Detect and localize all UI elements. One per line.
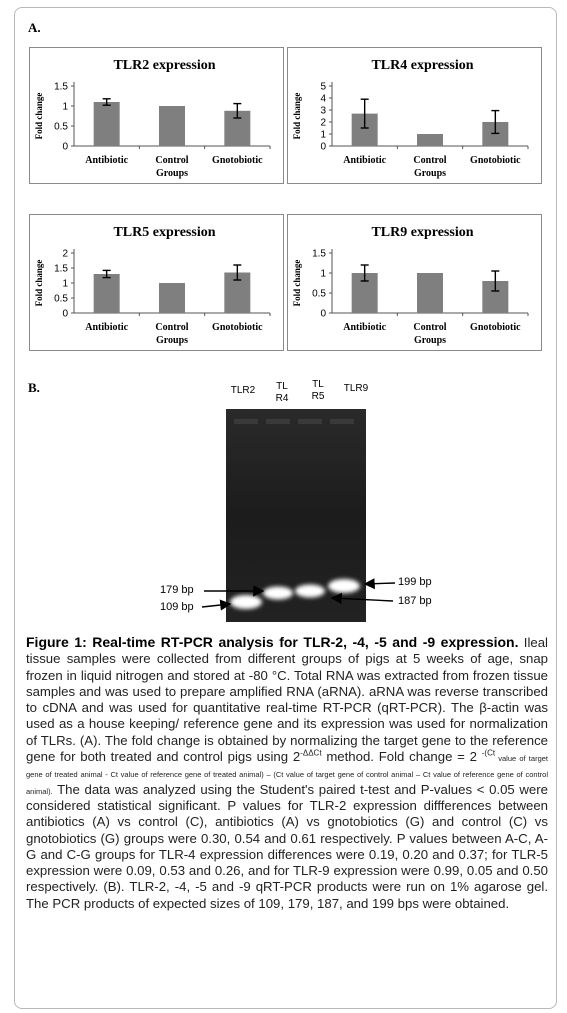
x-tick-label: Control: [155, 322, 188, 333]
panel-b-label: B.: [28, 380, 40, 395]
bar: [93, 102, 120, 146]
x-axis-label: Groups: [156, 168, 188, 179]
bp-label-109: 109 bp: [160, 601, 194, 613]
y-tick-label: 4: [320, 94, 326, 105]
bar: [93, 274, 120, 313]
x-tick-label: Antibiotic: [85, 322, 128, 333]
gel-lane-label: TL R5: [311, 379, 325, 402]
y-tick-label: 0.5: [312, 289, 326, 300]
y-tick-label: 1: [320, 130, 326, 141]
gel-well: [330, 419, 354, 424]
y-tick-label: 0.5: [54, 294, 68, 305]
y-tick-label: 3: [320, 106, 326, 117]
x-tick-label: Gnotobiotic: [212, 155, 263, 166]
arrow-199bp: [363, 578, 396, 590]
y-tick-label: 1.5: [54, 82, 68, 93]
x-axis-label: Groups: [156, 335, 188, 346]
x-tick-label: Gnotobiotic: [470, 155, 521, 166]
y-tick-label: 2: [320, 118, 326, 129]
y-axis-label: Fold change: [292, 260, 302, 307]
caption-formula: value of target gene of treated animal -…: [26, 754, 548, 796]
x-tick-label: Antibiotic: [343, 322, 386, 333]
panel-a-label: A.: [28, 20, 41, 35]
y-tick-label: 0: [62, 309, 68, 320]
gel-image: [226, 409, 366, 622]
gel-lane-label: TLR2: [230, 385, 256, 396]
chart-title: TLR4 expression: [371, 58, 473, 73]
y-tick-label: 2: [62, 249, 68, 260]
arrow-187bp: [330, 592, 394, 605]
x-axis-label: Groups: [414, 335, 446, 346]
y-tick-label: 1: [62, 102, 68, 113]
gel-lane-label: TLR9: [343, 383, 369, 394]
y-tick-label: 1: [62, 279, 68, 290]
caption-sup-1: -ΔΔCt: [300, 748, 322, 758]
chart-tlr2: TLR2 expression Fold change 0 0.5 1 1.5 Antibi…: [29, 47, 284, 184]
gel-band-tlr4: [263, 586, 293, 600]
bp-label-187: 187 bp: [398, 595, 432, 607]
caption-text-1: Ileal tissue samples were collected from…: [26, 635, 548, 765]
caption-text-3: The data was analyzed using the Student'…: [26, 781, 548, 911]
bar: [417, 273, 443, 313]
chart-tlr5: TLR5 expression Fold change 0 0.5 1 1.5 2 Antib…: [29, 214, 284, 351]
x-tick-label: Antibiotic: [85, 155, 128, 166]
gel-band-tlr2: [230, 595, 262, 609]
bar: [417, 134, 443, 146]
gel-well: [234, 419, 258, 424]
y-axis-label: Fold change: [34, 260, 44, 307]
x-tick-label: Gnotobiotic: [212, 322, 263, 333]
chart-tlr2-svg: TLR2 expression Fold change 0 0.5 1 1.5 Antibi…: [34, 58, 271, 179]
caption-title: Figure 1: Real-time RT-PCR analysis for …: [26, 634, 519, 650]
gel-lane-label: TL R4: [275, 381, 289, 404]
x-tick-label: Control: [413, 155, 446, 166]
y-tick-label: 1: [320, 269, 326, 280]
bar: [159, 106, 185, 146]
y-tick-label: 5: [320, 82, 326, 93]
y-axis-label: Fold change: [292, 93, 302, 140]
chart-tlr4: TLR4 expression Fold change 0 1 2 3 4 5 Antibiot…: [287, 47, 542, 184]
chart-tlr5-svg: TLR5 expression Fold change 0 0.5 1 1.5 2 Antib…: [34, 225, 271, 346]
gel-well: [266, 419, 290, 424]
gel-well: [298, 419, 322, 424]
chart-title: TLR2 expression: [113, 58, 215, 73]
chart-tlr9: TLR9 expression Fold change 0 0.5 1 1.5 Antibi…: [287, 214, 542, 351]
chart-tlr9-svg: TLR9 expression Fold change 0 0.5 1 1.5 Antibi…: [292, 225, 529, 346]
x-tick-label: Control: [413, 322, 446, 333]
gel-svg: [226, 409, 366, 622]
chart-title: TLR5 expression: [113, 225, 215, 240]
gel-band-tlr5: [295, 584, 325, 598]
x-tick-label: Gnotobiotic: [470, 322, 521, 333]
y-tick-label: 1.5: [312, 249, 326, 260]
bar: [159, 283, 185, 313]
x-axis-label: Groups: [414, 168, 446, 179]
caption-text-2: method. Fold change = 2: [321, 749, 482, 765]
gel-arrows: [201, 578, 396, 611]
bp-label-199: 199 bp: [398, 576, 432, 588]
bp-label-179: 179 bp: [160, 584, 194, 596]
caption-sup-2: -(Ct: [481, 748, 496, 758]
y-tick-label: 0: [62, 142, 68, 153]
figure-caption: Figure 1: Real-time RT-PCR analysis for …: [26, 634, 548, 912]
y-tick-label: 1.5: [54, 264, 68, 275]
y-tick-label: 0: [320, 142, 326, 153]
x-tick-label: Antibiotic: [343, 155, 386, 166]
y-tick-label: 0: [320, 309, 326, 320]
chart-title: TLR9 expression: [371, 225, 473, 240]
arrow-109bp: [201, 599, 232, 611]
y-axis-label: Fold change: [34, 93, 44, 140]
y-tick-label: 0.5: [54, 122, 68, 133]
x-tick-label: Control: [155, 155, 188, 166]
gel-band-tlr9: [328, 579, 360, 593]
